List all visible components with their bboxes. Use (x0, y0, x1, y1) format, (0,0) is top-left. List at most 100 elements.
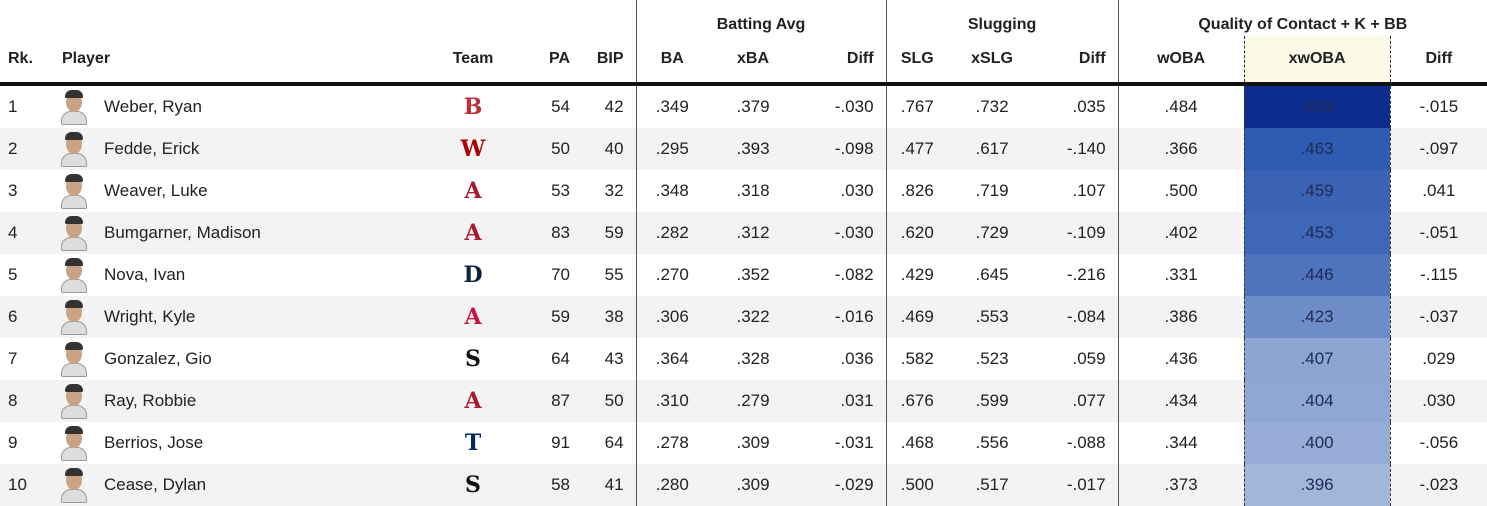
player-headshot (60, 173, 88, 209)
ba-diff-value: -.031 (834, 433, 874, 452)
bip-value: 40 (574, 128, 637, 170)
woba-value: .366 (1117, 128, 1245, 170)
xwoba-value: .446 (1243, 254, 1391, 296)
woba-diff-value: -.051 (1390, 212, 1487, 254)
player-name[interactable]: Cease, Dylan (104, 475, 207, 494)
player-info: Ray, Robbie (48, 383, 428, 419)
xba-value: .318 (736, 181, 770, 200)
player-headshot (60, 89, 88, 125)
slg-diff-value: .077 (1036, 380, 1119, 422)
bip-value: 42 (604, 97, 624, 116)
table-row[interactable]: 5 Nova, Ivan D 70 55 .270 .352 -.082 .429 .645 -.2… (0, 254, 1487, 296)
pa-value: 70 (551, 265, 570, 284)
team-cell: A (428, 296, 518, 338)
col-header-xwoba[interactable]: xwOBA (1243, 36, 1391, 86)
slg-value: .767 (885, 84, 949, 128)
pa-value: 59 (518, 296, 574, 338)
slg-value: .429 (885, 254, 949, 296)
pa-value: 53 (551, 181, 570, 200)
col-header-rk[interactable]: Rk. (0, 36, 48, 86)
col-header-woba-diff[interactable]: Diff (1390, 36, 1487, 86)
col-header-ba-diff[interactable]: Diff (798, 36, 887, 86)
tigers-logo: D (463, 262, 483, 288)
player-info: Gonzalez, Gio (48, 341, 428, 377)
slg-value: .477 (885, 128, 949, 170)
col-header-woba[interactable]: wOBA (1117, 36, 1245, 86)
pa-value: 58 (518, 464, 574, 506)
table-row[interactable]: 1 Weber, Ryan B 54 42 .349 .379 -.030 .767 .732 .0… (0, 84, 1487, 128)
table-row[interactable]: 9 Berrios, Jose T 91 64 .278 .309 -.031 .468 .556… (0, 422, 1487, 464)
xslg-value: .523 (975, 349, 1009, 368)
col-header-slg[interactable]: SLG (885, 36, 949, 86)
slg-diff-value: -.088 (1066, 433, 1106, 452)
table-row[interactable]: 4 Bumgarner, Madison A 83 59.282.312 -.030.62… (0, 212, 1487, 254)
player-info: Fedde, Erick (48, 131, 428, 167)
ba-diff-value: .031 (798, 380, 887, 422)
table-row[interactable]: 2 Fedde, Erick W 50 40.295.393 -.098.477.617-… (0, 128, 1487, 170)
xba-value: .393 (708, 128, 799, 170)
xslg-value: .599 (948, 380, 1037, 422)
player-name[interactable]: Ray, Robbie (104, 391, 197, 410)
player-headshot (60, 215, 88, 251)
col-header-xslg[interactable]: xSLG (948, 36, 1037, 86)
xwoba-value: .396 (1243, 464, 1391, 506)
row-rank: 2 (0, 128, 48, 170)
player-name[interactable]: Fedde, Erick (104, 139, 200, 158)
col-header-team[interactable]: Team (428, 36, 518, 86)
player-headshot (60, 383, 88, 419)
player-name[interactable]: Nova, Ivan (104, 265, 186, 284)
table-row[interactable]: 6 Wright, Kyle A 59 38.306.322 -.016.469.553-… (0, 296, 1487, 338)
red-sox-logo: B (463, 94, 483, 120)
xslg-value: .645 (975, 265, 1009, 284)
player-headshot (60, 467, 88, 503)
group-quality-of-contact: Quality of Contact + K + BB (1117, 0, 1487, 36)
xwoba-value: .459 (1243, 170, 1391, 212)
col-header-slg-diff[interactable]: Diff (1036, 36, 1119, 86)
player-cell: Nova, Ivan (48, 254, 428, 296)
woba-diff-value: -.015 (1419, 97, 1459, 116)
ba-value: .364 (635, 338, 709, 380)
player-name[interactable]: Bumgarner, Madison (104, 223, 261, 242)
xslg-value: .617 (948, 128, 1037, 170)
slg-value: .468 (885, 422, 949, 464)
xba-value: .312 (708, 212, 799, 254)
diamondbacks-logo: A (464, 388, 482, 414)
woba-value: .434 (1117, 380, 1245, 422)
woba-value: .386 (1117, 296, 1245, 338)
slg-value: .620 (885, 212, 949, 254)
player-name[interactable]: Weaver, Luke (104, 181, 208, 200)
woba-diff-value: -.037 (1390, 296, 1487, 338)
player-name[interactable]: Berrios, Jose (104, 433, 204, 452)
col-header-bip[interactable]: BIP (574, 36, 637, 86)
player-name[interactable]: Wright, Kyle (104, 307, 196, 326)
xba-value: .328 (736, 349, 770, 368)
table-row[interactable]: 3 Weaver, Luke A 53 32 .348 .318 .030 .826 .719 .1… (0, 170, 1487, 212)
col-header-pa[interactable]: PA (518, 36, 574, 86)
ba-diff-value: -.016 (798, 296, 887, 338)
xslg-value: .729 (948, 212, 1037, 254)
ba-value: .349 (635, 84, 709, 128)
col-header-xba[interactable]: xBA (708, 36, 799, 86)
player-name[interactable]: Weber, Ryan (104, 97, 202, 116)
xwoba-value: .407 (1243, 338, 1391, 380)
player-cell: Weaver, Luke (48, 170, 428, 212)
ba-value: .278 (635, 422, 709, 464)
woba-diff-value: -.097 (1390, 128, 1487, 170)
player-headshot (60, 425, 88, 461)
team-cell: A (428, 170, 518, 212)
woba-diff-value: -.023 (1390, 464, 1487, 506)
woba-value: .331 (1117, 254, 1245, 296)
col-header-player[interactable]: Player (48, 36, 428, 86)
col-header-ba[interactable]: BA (635, 36, 709, 86)
bip-value: 32 (604, 181, 624, 200)
woba-value: .484 (1117, 84, 1245, 128)
table-row[interactable]: 7 Gonzalez, Gio S 64 43 .364 .328 .036 .582 .523.… (0, 338, 1487, 380)
player-name[interactable]: Gonzalez, Gio (104, 349, 212, 368)
table-row[interactable]: 8 Ray, Robbie A 87 50.310.279.031.676.599.07… (0, 380, 1487, 422)
player-info: Bumgarner, Madison (48, 215, 428, 251)
xba-value: .352 (736, 265, 770, 284)
player-headshot (60, 257, 88, 293)
player-headshot (60, 299, 88, 335)
table-row[interactable]: 10 Cease, Dylan S 58 41.280.309 -.029.500.517… (0, 464, 1487, 506)
team-cell: B (428, 84, 518, 128)
